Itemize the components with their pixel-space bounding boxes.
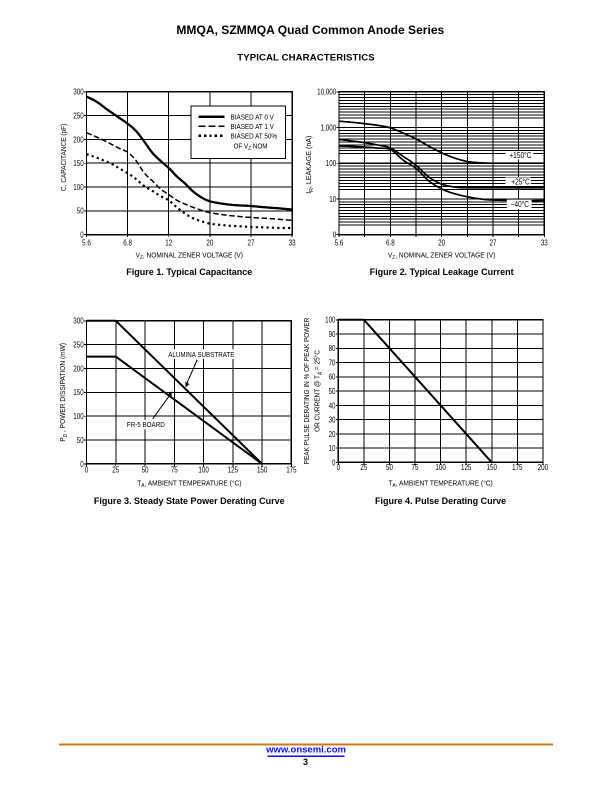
svg-text:10,000: 10,000 xyxy=(317,88,336,97)
svg-text:0: 0 xyxy=(332,459,335,468)
svg-text:0: 0 xyxy=(337,463,340,472)
svg-text:Figure 1. Typical Capacitance: Figure 1. Typical Capacitance xyxy=(126,267,252,277)
svg-text:OF VZ NOM: OF VZ NOM xyxy=(234,143,268,152)
svg-text:VZ, NOMINAL ZENER VOLTAGE (V): VZ, NOMINAL ZENER VOLTAGE (V) xyxy=(388,252,495,261)
svg-text:BIASED AT 1 V: BIASED AT 1 V xyxy=(231,124,275,131)
svg-text:50: 50 xyxy=(77,207,84,216)
svg-text:150: 150 xyxy=(257,466,267,475)
svg-text:33: 33 xyxy=(541,239,548,248)
svg-text:BIASED AT 0 V: BIASED AT 0 V xyxy=(231,114,275,121)
svg-text:175: 175 xyxy=(512,463,522,472)
svg-text:50: 50 xyxy=(386,463,393,472)
svg-text:20: 20 xyxy=(206,239,213,248)
svg-text:250: 250 xyxy=(73,112,83,121)
svg-text:125: 125 xyxy=(461,463,471,472)
svg-text:150: 150 xyxy=(73,159,83,168)
svg-text:MMQA, SZMMQA Quad Common Anode: MMQA, SZMMQA Quad Common Anode Series xyxy=(176,23,444,37)
svg-text:100: 100 xyxy=(325,316,335,325)
svg-text:25: 25 xyxy=(112,466,119,475)
svg-text:6.8: 6.8 xyxy=(386,239,395,248)
svg-text:10: 10 xyxy=(329,195,336,204)
svg-text:ALUMINA SUBSTRATE: ALUMINA SUBSTRATE xyxy=(168,352,235,359)
svg-text:0: 0 xyxy=(333,231,336,240)
svg-text:27: 27 xyxy=(490,239,497,248)
svg-text:40: 40 xyxy=(329,402,336,411)
svg-text:50: 50 xyxy=(77,436,84,445)
svg-text:100: 100 xyxy=(198,466,208,475)
svg-text:175: 175 xyxy=(286,466,296,475)
svg-text:12: 12 xyxy=(165,239,172,248)
svg-text:0: 0 xyxy=(80,231,83,240)
svg-text:5.6: 5.6 xyxy=(335,239,344,248)
svg-text:VZ, NOMINAL ZENER VOLTAGE (V): VZ, NOMINAL ZENER VOLTAGE (V) xyxy=(136,252,243,261)
svg-text:6.8: 6.8 xyxy=(123,239,132,248)
svg-text:10: 10 xyxy=(329,444,336,453)
svg-text:BIASED AT 50%: BIASED AT 50% xyxy=(231,133,277,140)
svg-text:300: 300 xyxy=(73,88,83,97)
svg-text:1,000: 1,000 xyxy=(321,124,337,133)
svg-text:60: 60 xyxy=(329,373,336,382)
svg-text:50: 50 xyxy=(329,387,336,396)
svg-text:www.onsemi.com: www.onsemi.com xyxy=(265,744,346,755)
svg-text:300: 300 xyxy=(73,317,83,326)
svg-text:0: 0 xyxy=(85,466,88,475)
svg-text:PD , POWER DISSIPATION (mW): PD , POWER DISSIPATION (mW) xyxy=(60,343,69,442)
svg-text:30: 30 xyxy=(329,416,336,425)
svg-text:150: 150 xyxy=(73,389,83,398)
svg-text:20: 20 xyxy=(438,239,445,248)
svg-text:TA, AMBIENT TEMPERATURE (°C): TA, AMBIENT TEMPERATURE (°C) xyxy=(137,479,241,489)
svg-text:200: 200 xyxy=(73,136,83,145)
svg-text:20: 20 xyxy=(329,430,336,439)
svg-text:50: 50 xyxy=(142,466,149,475)
svg-text:75: 75 xyxy=(412,463,419,472)
svg-text:IR, LEAKAGE (nA): IR, LEAKAGE (nA) xyxy=(304,136,315,194)
svg-text:200: 200 xyxy=(73,365,83,374)
svg-text:100: 100 xyxy=(73,412,83,421)
svg-text:250: 250 xyxy=(73,341,83,350)
svg-text:+25°C: +25°C xyxy=(511,177,529,187)
svg-text:C, CAPACITANCE (pF): C, CAPACITANCE (pF) xyxy=(61,124,68,191)
svg-text:100: 100 xyxy=(73,183,83,192)
svg-text:100: 100 xyxy=(326,159,336,168)
svg-text:90: 90 xyxy=(329,330,336,339)
svg-text:3: 3 xyxy=(303,757,308,767)
svg-text:80: 80 xyxy=(329,345,336,354)
svg-text:200: 200 xyxy=(538,463,548,472)
svg-text:OR CURRENT @ TA = 25°C: OR CURRENT @ TA = 25°C xyxy=(313,350,323,432)
svg-text:150: 150 xyxy=(487,463,497,472)
svg-text:TYPICAL CHARACTERISTICS: TYPICAL CHARACTERISTICS xyxy=(237,52,375,63)
svg-text:125: 125 xyxy=(228,466,238,475)
svg-text:FR-5 BOARD: FR-5 BOARD xyxy=(127,422,165,429)
svg-text:25: 25 xyxy=(360,463,367,472)
svg-text:−40°C: −40°C xyxy=(511,199,529,209)
svg-text:75: 75 xyxy=(171,466,178,475)
svg-text:+150°C: +150°C xyxy=(509,151,531,161)
svg-text:33: 33 xyxy=(289,239,296,248)
svg-text:PEAK PULSE DERATING IN % OF PE: PEAK PULSE DERATING IN % OF PEAK POWER xyxy=(304,318,311,465)
svg-text:TA, AMBIENT TEMPERATURE (°C): TA, AMBIENT TEMPERATURE (°C) xyxy=(388,479,492,489)
svg-text:Figure 2. Typical Leakage Curr: Figure 2. Typical Leakage Current xyxy=(370,267,514,277)
svg-text:5.6: 5.6 xyxy=(82,239,91,248)
svg-text:0: 0 xyxy=(80,460,83,469)
svg-text:Figure 4. Pulse Derating Curve: Figure 4. Pulse Derating Curve xyxy=(375,496,506,506)
svg-text:100: 100 xyxy=(435,463,445,472)
svg-text:70: 70 xyxy=(329,359,336,368)
svg-text:27: 27 xyxy=(248,239,255,248)
svg-text:Figure 3. Steady State Power D: Figure 3. Steady State Power Derating Cu… xyxy=(94,496,285,506)
